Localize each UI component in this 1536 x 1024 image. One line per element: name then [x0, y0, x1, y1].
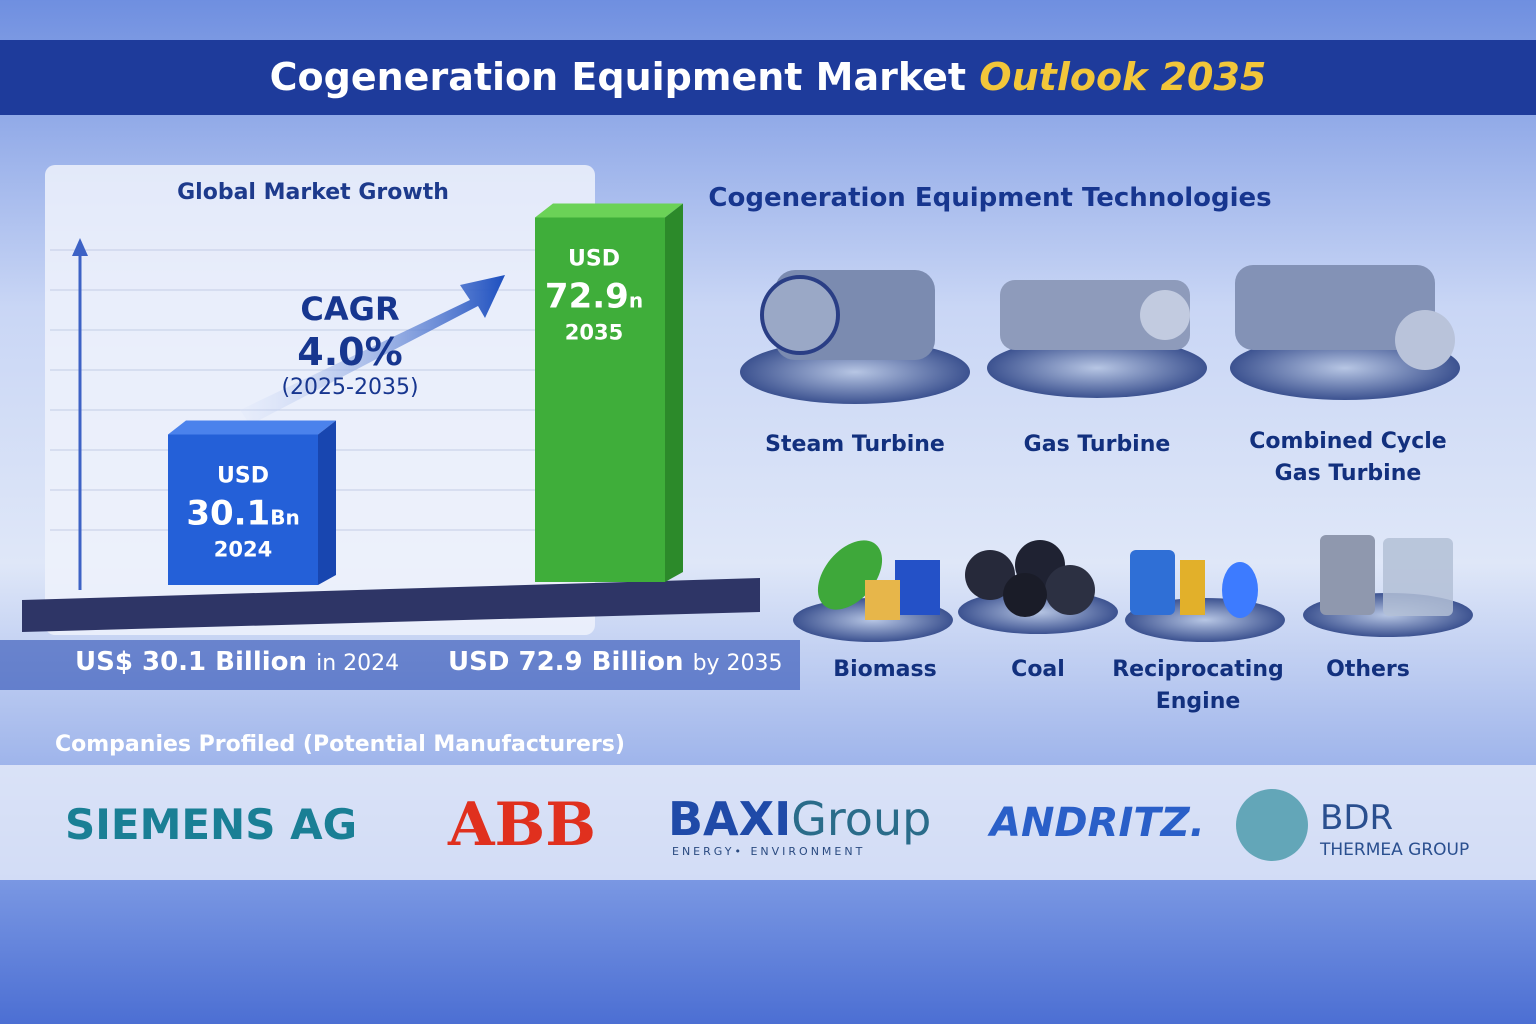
bar-year: 2024 — [214, 538, 272, 562]
bar-value-number: 72.9 — [545, 277, 629, 317]
bar-top — [168, 420, 336, 435]
logo-baxi: BAXIGroup — [668, 792, 931, 846]
title-main: Cogeneration Equipment Market — [269, 55, 967, 99]
bar-value: 30.1Bn — [186, 494, 299, 534]
bar-side — [318, 420, 336, 585]
logo-siemens: SIEMENS AG — [65, 800, 358, 849]
summary-year: in 2024 — [316, 651, 400, 676]
title-highlight: Outlook 2035 — [979, 55, 1267, 99]
tech-label: Others — [1326, 657, 1410, 682]
bar-value: 72.9n — [545, 277, 643, 317]
summary-amount: US$ 30.1 Billion — [75, 647, 308, 677]
logo-baxi-name: BAXI — [668, 792, 792, 846]
logo-abb: ABB — [448, 790, 596, 860]
bar-unit: Bn — [270, 506, 299, 530]
bar-unit: n — [629, 289, 643, 313]
logo-baxi-tagline: ENERGY• ENVIRONMENT — [672, 845, 866, 858]
tech-label: Steam Turbine — [765, 432, 945, 457]
platform — [22, 578, 760, 632]
title-bar — [0, 40, 1536, 115]
companies-title: Companies Profiled (Potential Manufactur… — [55, 732, 625, 757]
bar — [535, 217, 665, 582]
tech-label: Reciprocating Engine — [1112, 657, 1284, 714]
bar-side — [665, 203, 683, 582]
bar-year: 2035 — [565, 321, 623, 345]
summary: USD 72.9 Billion by 2035 — [448, 647, 783, 677]
tech-label: Coal — [1011, 657, 1065, 682]
cagr-value: 4.0% — [297, 330, 403, 374]
summary: US$ 30.1 Billion in 2024 — [75, 647, 399, 677]
logo-bdr: BDR — [1320, 798, 1394, 838]
logo-bdr-tagline: THERMEA GROUP — [1320, 840, 1470, 860]
summary-year: by 2035 — [692, 651, 783, 676]
bar — [168, 434, 318, 585]
axis-arrow — [72, 238, 88, 256]
tech-label: Gas Turbine — [1023, 432, 1171, 457]
tech-label: Biomass — [833, 657, 937, 682]
bar-value-number: 30.1 — [186, 494, 270, 534]
summary-amount: USD 72.9 Billion — [448, 647, 684, 677]
tech-title: Cogeneration Equipment Technologies — [708, 183, 1272, 213]
bar-top — [535, 203, 683, 218]
logo-andritz: ANDRITZ. — [990, 800, 1205, 846]
bar-currency: USD — [568, 247, 620, 272]
logo-baxi-suffix: Group — [791, 792, 932, 846]
summary-strip — [0, 640, 800, 690]
cagr-period: (2025-2035) — [281, 375, 419, 400]
bar-currency: USD — [217, 464, 269, 489]
growth-arrow — [240, 275, 505, 425]
tech-label: Combined Cycle Gas Turbine — [1249, 429, 1447, 486]
bdr-logo-mark — [1236, 789, 1308, 861]
cagr-label: CAGR — [300, 290, 400, 328]
title: Cogeneration Equipment Market Outlook 20… — [270, 55, 1267, 99]
market-title: Global Market Growth — [177, 180, 449, 205]
tech-icons — [740, 265, 1473, 642]
